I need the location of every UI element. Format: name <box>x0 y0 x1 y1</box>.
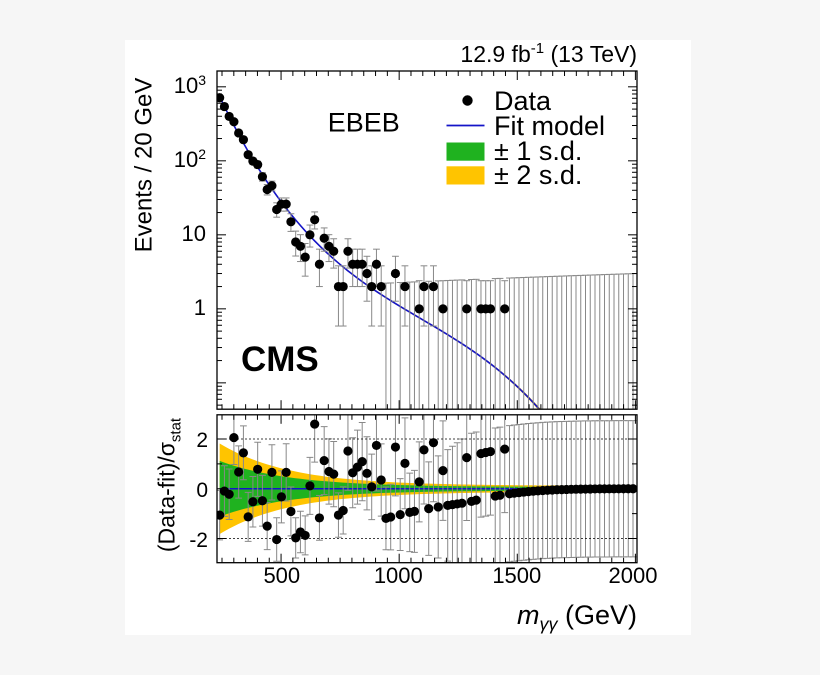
svg-text:EBEB: EBEB <box>328 108 400 138</box>
svg-text:-2: -2 <box>189 529 208 552</box>
svg-text:mγγ (GeV): mγγ (GeV) <box>517 600 637 634</box>
svg-text:1: 1 <box>194 295 206 320</box>
svg-text:CMS: CMS <box>241 340 319 379</box>
svg-text:2000: 2000 <box>609 563 658 588</box>
svg-text:2: 2 <box>196 429 208 452</box>
svg-text:12.9 fb-1 (13 TeV): 12.9 fb-1 (13 TeV) <box>460 40 637 67</box>
svg-text:10: 10 <box>182 221 206 246</box>
svg-text:1500: 1500 <box>492 563 541 588</box>
svg-text:1000: 1000 <box>374 563 423 588</box>
svg-text:500: 500 <box>263 563 300 588</box>
svg-text:± 2 s.d.: ± 2 s.d. <box>494 160 582 190</box>
svg-text:Events / 20 GeV: Events / 20 GeV <box>131 78 158 253</box>
svg-text:0: 0 <box>196 479 208 502</box>
